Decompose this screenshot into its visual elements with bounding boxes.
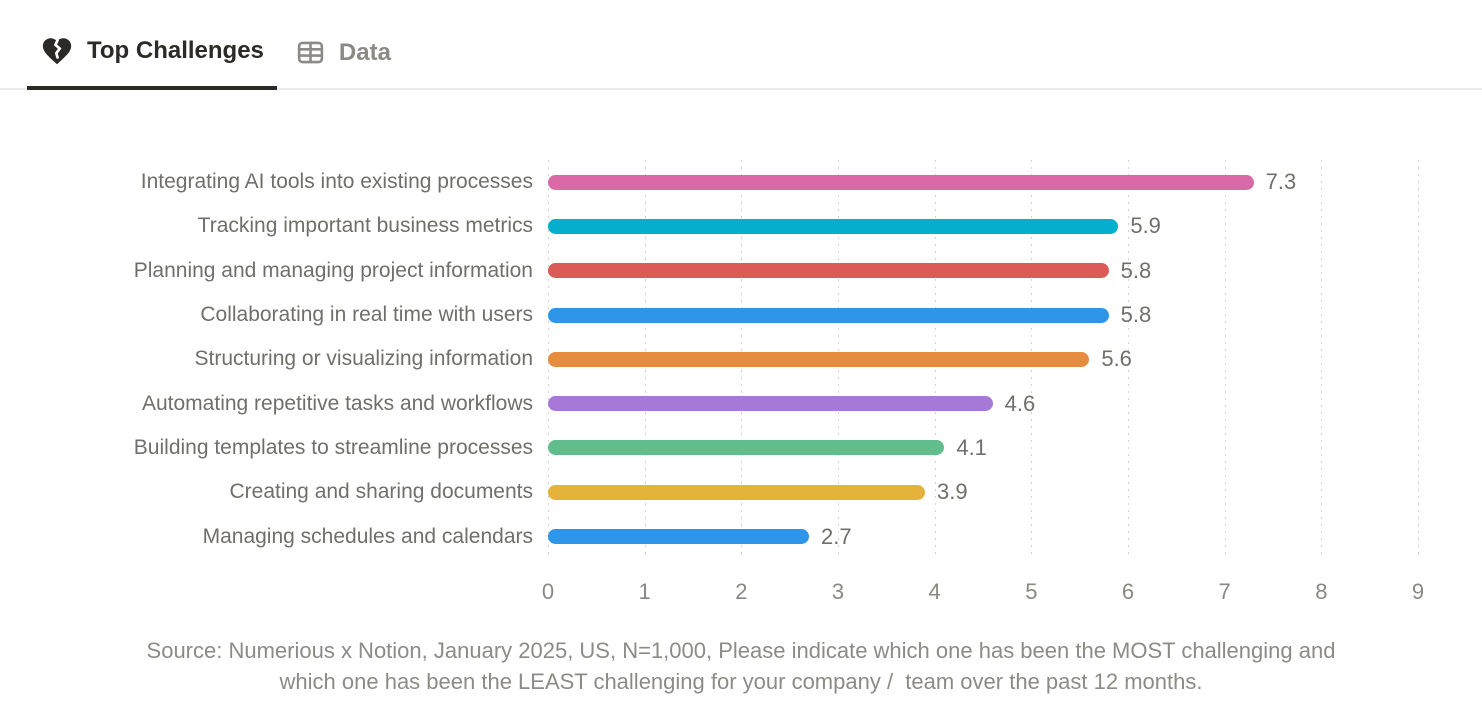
bar[interactable]	[548, 440, 945, 456]
bar-value-label: 5.8	[1120, 257, 1152, 283]
chart-row: Automating repetitive tasks and workflow…	[0, 381, 1482, 425]
category-label: Structuring or visualizing information	[194, 347, 533, 371]
bar[interactable]	[548, 218, 1119, 234]
tab-bar: Top Challenges Data	[0, 0, 1482, 90]
x-tick-label: 2	[735, 579, 748, 604]
chart-row: Tracking important business metrics 5.9	[0, 204, 1482, 248]
bar[interactable]	[548, 263, 1109, 279]
source-line-1: Source: Numerious x Notion, January 2025…	[146, 638, 1336, 663]
bar-value-label: 2.7	[821, 523, 852, 549]
chart-row: Structuring or visualizing information 5.…	[0, 337, 1482, 381]
x-tick-label: 4	[928, 579, 941, 604]
chart-row: Creating and sharing documents 3.9	[0, 470, 1482, 514]
bar-track: 4.6	[548, 381, 1418, 425]
tab-label: Top Challenges	[87, 37, 264, 64]
chart-row: Planning and managing project informatio…	[0, 249, 1482, 293]
chart-rows: Integrating AI tools into existing proce…	[0, 160, 1482, 559]
category-label: Creating and sharing documents	[229, 480, 533, 504]
bar[interactable]	[548, 307, 1109, 323]
bar-value-label: 3.9	[937, 479, 968, 505]
bar-value-label: 4.6	[1004, 390, 1036, 416]
x-tick-label: 1	[638, 579, 651, 604]
bar-track: 5.8	[548, 249, 1418, 293]
chart-row: Managing schedules and calendars 2.7	[0, 514, 1482, 558]
source-line-2: which one has been the LEAST challenging…	[279, 669, 1203, 694]
table-icon	[295, 37, 326, 68]
category-label: Building templates to streamline process…	[133, 435, 533, 459]
category-label: Managing schedules and calendars	[202, 524, 533, 548]
bar-track: 3.9	[548, 470, 1418, 514]
tab-label: Data	[338, 38, 391, 66]
category-label: Planning and managing project informatio…	[133, 258, 533, 282]
bar[interactable]	[548, 529, 809, 545]
bar[interactable]	[548, 396, 993, 412]
bar-value-label: 5.8	[1120, 302, 1152, 328]
category-label: Collaborating in real time with users	[200, 303, 533, 327]
chart-row: Integrating AI tools into existing proce…	[0, 160, 1482, 204]
bar-track: 5.8	[548, 293, 1418, 337]
bar-value-label: 7.3	[1265, 169, 1297, 195]
bar-value-label: 5.6	[1101, 346, 1132, 372]
category-label: Integrating AI tools into existing proce…	[140, 170, 533, 194]
x-tick-label: 5	[1025, 579, 1038, 604]
bar[interactable]	[548, 484, 925, 500]
x-tick-label: 3	[831, 579, 845, 604]
bar-track: 2.7	[548, 514, 1418, 558]
bar-track: 4.1	[548, 426, 1418, 470]
bar-track: 7.3	[548, 160, 1418, 204]
x-tick-label: 7	[1218, 579, 1231, 604]
bar-track: 5.6	[548, 337, 1418, 381]
broken-heart-icon	[40, 34, 74, 68]
tab-data[interactable]: Data	[282, 31, 404, 88]
tab-top-challenges[interactable]: Top Challenges	[27, 28, 277, 90]
bar-track: 5.9	[548, 204, 1418, 248]
bar-value-label: 5.9	[1130, 213, 1161, 239]
bar-chart: Integrating AI tools into existing proce…	[0, 160, 1482, 559]
chart-row: Collaborating in real time with users 5.8	[0, 293, 1482, 337]
x-tick-label: 9	[1411, 579, 1425, 604]
x-tick-label: 0	[541, 579, 555, 604]
category-label: Tracking important business metrics	[197, 214, 533, 238]
bar-value-label: 4.1	[956, 434, 987, 460]
bar[interactable]	[548, 351, 1090, 367]
bar[interactable]	[548, 174, 1254, 190]
x-axis: 0 1 2 3 4 5 6 7 8 9	[542, 579, 1424, 609]
x-tick-label: 6	[1121, 579, 1135, 604]
source-note: Source: Numerious x Notion, January 2025…	[0, 635, 1482, 697]
chart-row: Building templates to streamline process…	[0, 426, 1482, 470]
category-label: Automating repetitive tasks and workflow…	[141, 391, 533, 415]
x-tick-label: 8	[1315, 579, 1328, 604]
